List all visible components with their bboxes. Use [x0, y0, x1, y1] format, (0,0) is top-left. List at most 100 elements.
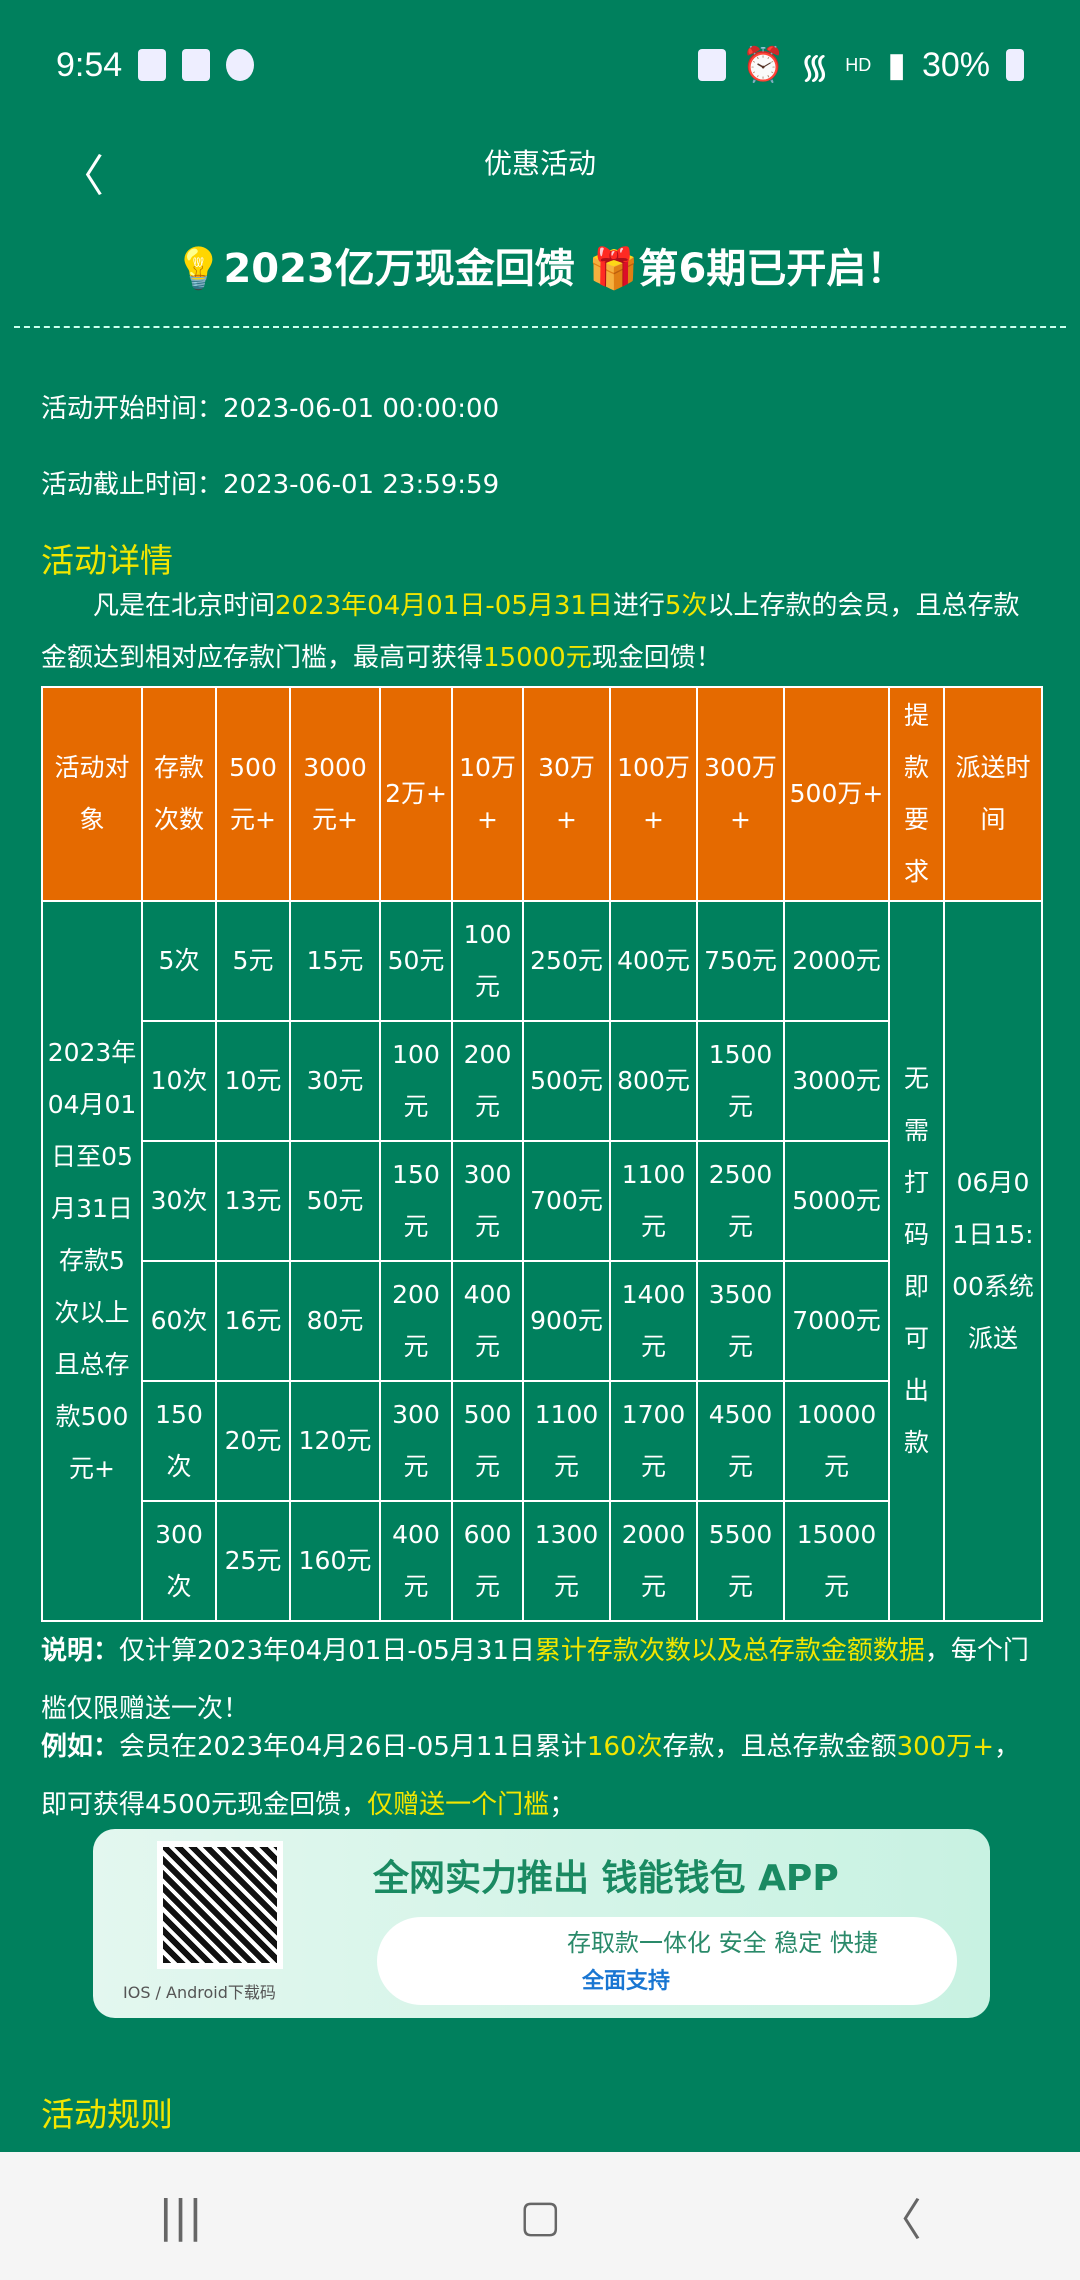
table-cell: 10次 [141, 1020, 217, 1142]
banner-slogan: 全网实力推出 钱能钱包 APP [373, 1858, 839, 1899]
table-cell: 150元 [379, 1140, 453, 1262]
column-header: 100万+ [609, 686, 698, 902]
column-header: 10万+ [451, 686, 524, 902]
table-cell: 1100元 [609, 1140, 698, 1262]
table-cell: 5次 [141, 900, 217, 1022]
table-cell: 500元 [522, 1020, 611, 1142]
table-cell: 1500元 [696, 1020, 785, 1142]
delivery-cell: 06月01日15:00系统派送 [943, 900, 1043, 1622]
table-cell: 750元 [696, 900, 785, 1022]
table-cell: 160元 [289, 1500, 381, 1622]
page-title: 优惠活动 [483, 147, 596, 180]
table-cell: 2000元 [609, 1500, 698, 1622]
table-cell: 3500元 [696, 1260, 785, 1382]
wifi-icon: ᯾ [800, 48, 830, 86]
banner-features: 存取款一体化 安全 稳定 快捷 全面支持 [377, 1917, 957, 2005]
table-cell: 700元 [522, 1140, 611, 1262]
checkbox-icon [182, 49, 211, 81]
table-cell: 20元 [215, 1380, 291, 1502]
table-cell: 400元 [451, 1260, 524, 1382]
top-nav: 〈 优惠活动 [0, 130, 1080, 202]
table-cell: 600元 [451, 1500, 524, 1622]
reward-table: 活动对象 存款次数 500元+ 3000元+ 2万+ 10万+ 30万+ 100万+ 300万+… [41, 686, 1043, 1622]
details-text: 凡是在北京时间2023年04月01日-05月31日进行5次以上存款的会员，且总存… [41, 591, 1020, 673]
table-cell: 5000元 [783, 1140, 890, 1262]
table-cell: 50元 [379, 900, 453, 1022]
battery-level: 30% [921, 45, 990, 84]
table-cell: 300元 [379, 1380, 453, 1502]
withdraw-cell: 无需打码即可出款 [888, 900, 945, 1622]
column-header: 存款次数 [141, 686, 217, 902]
column-header: 300万+ [696, 686, 785, 902]
qr-code [157, 1841, 283, 1969]
table-cell: 5500元 [696, 1500, 785, 1622]
table-cell: 10000元 [783, 1380, 890, 1502]
table-cell: 400元 [609, 900, 698, 1022]
battery-icon [1006, 49, 1024, 81]
table-cell: 1400元 [609, 1260, 698, 1382]
table-cell: 13元 [215, 1140, 291, 1262]
table-cell: 400元 [379, 1500, 453, 1622]
table-row: 300次 25元 160元 400元 600元 1300元 2000元 5500元 15000元 [42, 1500, 1042, 1622]
table-cell: 120元 [289, 1380, 381, 1502]
table-cell: 15000元 [783, 1500, 890, 1622]
status-bar: 9:54 ⏰ ᯾ HD ▮ 30% [56, 40, 1024, 90]
column-header: 30万+ [522, 686, 611, 902]
alarm-icon: ⏰ [741, 46, 785, 84]
table-cell: 3000元 [783, 1020, 890, 1142]
system-nav-bar: ||| ▢ 〈 [0, 2152, 1080, 2280]
table-cell: 10元 [215, 1020, 291, 1142]
table-cell: 30元 [289, 1020, 381, 1142]
table-cell: 60次 [141, 1260, 217, 1382]
table-cell: 50元 [289, 1140, 381, 1262]
signal-icon: ▮ [887, 46, 906, 84]
table-cell: 1700元 [609, 1380, 698, 1502]
start-time: 活动开始时间：2023-06-01 00:00:00 [41, 394, 500, 424]
table-row: 60次 16元 80元 200元 400元 900元 1400元 3500元 7000元 [42, 1260, 1042, 1382]
table-cell: 7000元 [783, 1260, 890, 1382]
column-header: 提款要求 [888, 686, 945, 902]
headline: 💡2023亿万现金回馈 🎁第6期已开启！ [173, 246, 907, 292]
table-cell: 1100元 [522, 1380, 611, 1502]
example-text: 例如：会员在2023年04月26日-05月11日累计160次存款，且总存款金额3… [41, 1732, 1020, 1820]
hd-label: HD [845, 54, 872, 75]
table-cell: 5元 [215, 900, 291, 1022]
target-cell: 2023年04月01日至05月31日存款5次以上且总存款500元+ [41, 900, 143, 1622]
battery-saver-icon [697, 49, 726, 81]
system-back-button[interactable]: 〈 [877, 2195, 922, 2246]
divider [14, 326, 1066, 328]
table-cell: 800元 [609, 1020, 698, 1142]
table-cell: 250元 [522, 900, 611, 1022]
table-cell: 16元 [215, 1260, 291, 1382]
table-row: 30次 13元 50元 150元 300元 700元 1100元 2500元 5000元 [42, 1140, 1042, 1262]
column-header: 3000元+ [289, 686, 381, 902]
shield-icon [138, 49, 167, 81]
column-header: 活动对象 [41, 686, 143, 902]
wallet-app-banner[interactable]: IOS / Android下载码 全网实力推出 钱能钱包 APP 存取款一体化 … [93, 1829, 990, 2018]
table-cell: 150次 [141, 1380, 217, 1502]
column-header: 派送时间 [943, 686, 1043, 902]
table-row: 10次 10元 30元 100元 200元 500元 800元 1500元 3000元 [42, 1020, 1042, 1142]
check-circle-icon [226, 49, 255, 81]
table-row: 2023年04月01日至05月31日存款5次以上且总存款500元+ 5次 5元 15元… [41, 900, 1043, 1622]
back-button[interactable]: 〈 [60, 151, 104, 202]
details-heading: 活动详情 [41, 541, 173, 580]
table-cell: 30次 [141, 1140, 217, 1262]
table-cell: 80元 [289, 1260, 381, 1382]
column-header: 500万+ [783, 686, 890, 902]
table-cell: 1300元 [522, 1500, 611, 1622]
table-cell: 200元 [451, 1020, 524, 1142]
clock: 9:54 [56, 45, 123, 84]
table-cell: 100元 [379, 1020, 453, 1142]
table-cell: 2000元 [783, 900, 890, 1022]
column-header: 2万+ [379, 686, 453, 902]
column-header: 500元+ [215, 686, 291, 902]
table-cell: 300次 [141, 1500, 217, 1622]
table-cell: 900元 [522, 1260, 611, 1382]
end-time: 活动截止时间：2023-06-01 23:59:59 [41, 470, 500, 500]
table-cell: 200元 [379, 1260, 453, 1382]
recent-apps-button[interactable]: ||| [158, 2190, 203, 2242]
qr-label: IOS / Android下载码 [123, 1983, 276, 2002]
note-text: 说明：仅计算2023年04月01日-05月31日累计存款次数以及总存款金额数据，… [41, 1636, 1029, 1724]
home-button[interactable]: ▢ [519, 2190, 562, 2242]
